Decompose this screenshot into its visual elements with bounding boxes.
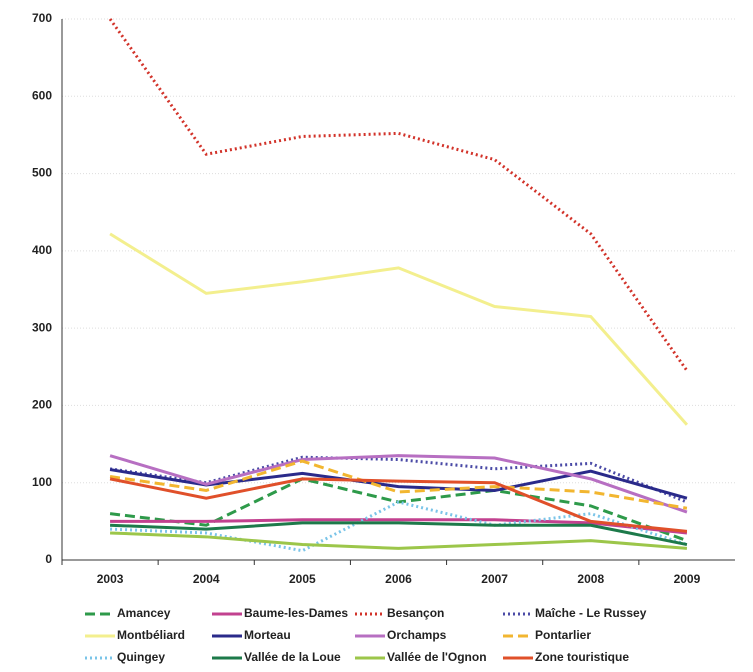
legend-label: Zone touristique bbox=[535, 650, 629, 664]
legend-label: Vallée de l'Ognon bbox=[387, 650, 487, 664]
legend-label: Montbéliard bbox=[117, 628, 185, 642]
series-line bbox=[108, 18, 689, 372]
y-tick-label: 100 bbox=[32, 475, 52, 489]
x-tick-label: 2009 bbox=[674, 572, 701, 586]
series-line bbox=[110, 521, 688, 547]
legend-label: Besançon bbox=[387, 606, 444, 620]
x-tick-label: 2008 bbox=[577, 572, 604, 586]
legend-label: Orchamps bbox=[387, 628, 447, 642]
series-line bbox=[109, 455, 688, 504]
series-line bbox=[110, 500, 688, 553]
y-tick-label: 700 bbox=[32, 11, 52, 25]
series-line bbox=[109, 454, 688, 514]
series-line bbox=[110, 518, 688, 535]
y-tick-label: 400 bbox=[32, 243, 52, 257]
legend-label: Vallée de la Loue bbox=[244, 650, 341, 664]
x-tick-label: 2003 bbox=[97, 572, 124, 586]
y-tick-label: 0 bbox=[45, 552, 52, 566]
legend-label: Pontarlier bbox=[535, 628, 591, 642]
series-line bbox=[110, 531, 688, 550]
y-tick-label: 300 bbox=[32, 320, 52, 334]
x-tick-label: 2004 bbox=[193, 572, 220, 586]
legend-label: Morteau bbox=[244, 628, 291, 642]
y-tick-label: 500 bbox=[32, 166, 52, 180]
legend-label: Amancey bbox=[117, 606, 171, 620]
legend-label: Baume-les-Dames bbox=[244, 606, 348, 620]
series-line bbox=[109, 459, 688, 510]
y-tick-label: 600 bbox=[32, 88, 52, 102]
series-line bbox=[109, 232, 689, 426]
legend-label: Quingey bbox=[117, 650, 165, 664]
y-tick-label: 200 bbox=[32, 398, 52, 412]
x-tick-label: 2005 bbox=[289, 572, 316, 586]
series-line bbox=[109, 477, 688, 533]
x-tick-label: 2006 bbox=[385, 572, 412, 586]
x-tick-label: 2007 bbox=[481, 572, 508, 586]
legend-label: Maîche - Le Russey bbox=[535, 606, 647, 620]
